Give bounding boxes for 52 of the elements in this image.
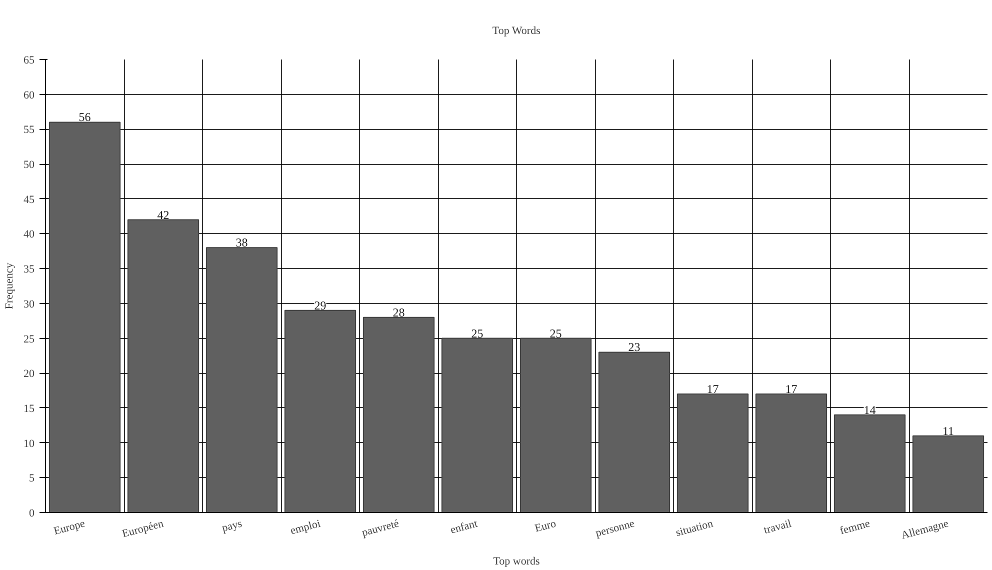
- data-label: 56: [78, 110, 91, 124]
- y-tick-label: 5: [29, 472, 35, 485]
- x-axis-title: Top words: [493, 556, 540, 568]
- y-tick-label: 20: [24, 368, 35, 380]
- y-tick-label: 15: [24, 402, 35, 415]
- bar: [48, 122, 121, 512]
- y-tick-label: 55: [24, 124, 35, 136]
- data-label: 29: [314, 298, 326, 312]
- x-tick-label: travail: [762, 518, 793, 537]
- y-tick-label: 50: [24, 159, 35, 172]
- bar: [362, 316, 435, 512]
- y-tick-label: 60: [24, 89, 35, 102]
- x-tick-label: enfant: [449, 518, 479, 536]
- x-tick-label: personne: [594, 518, 636, 540]
- x-tick-label: Euro: [534, 518, 558, 535]
- x-tick-label: Europe: [52, 518, 86, 538]
- x-tick-label: Européen: [120, 518, 166, 540]
- x-tick-label: pays: [220, 518, 244, 535]
- y-tick-label: 0: [29, 508, 35, 520]
- y-tick-label: 45: [24, 194, 35, 206]
- bar: [755, 394, 828, 512]
- data-label: 42: [157, 208, 170, 222]
- chart-title: Top Words: [492, 25, 540, 37]
- y-tick-label: 65: [24, 54, 35, 66]
- data-label: 17: [706, 382, 719, 396]
- data-label: 14: [864, 402, 876, 417]
- x-tick-label: situation: [674, 518, 715, 540]
- bar: [127, 219, 200, 512]
- data-label: 28: [392, 305, 405, 320]
- data-label: 25: [471, 326, 484, 340]
- data-label: 23: [628, 340, 640, 354]
- x-tick-label: Allemagne: [900, 518, 950, 542]
- bar: [598, 352, 670, 512]
- x-tick-label: emploi: [289, 518, 322, 538]
- bar: [676, 394, 749, 512]
- data-label: 38: [236, 236, 248, 250]
- bar: [284, 310, 356, 512]
- bar: [206, 247, 278, 512]
- y-tick-label: 10: [24, 438, 35, 450]
- x-tick-label: femme: [838, 518, 872, 538]
- bar: [834, 414, 906, 512]
- data-label: 11: [942, 424, 954, 438]
- bar: [520, 338, 592, 512]
- data-label: 17: [785, 382, 798, 396]
- y-tick-label: 35: [24, 264, 35, 276]
- bar: [912, 435, 984, 512]
- y-tick-label: 40: [24, 228, 35, 241]
- data-label: 25: [550, 326, 562, 340]
- y-tick-label: 30: [24, 298, 35, 310]
- y-tick-label: 25: [24, 333, 35, 346]
- y-axis-title: Frequency: [4, 262, 16, 310]
- bar: [441, 338, 514, 512]
